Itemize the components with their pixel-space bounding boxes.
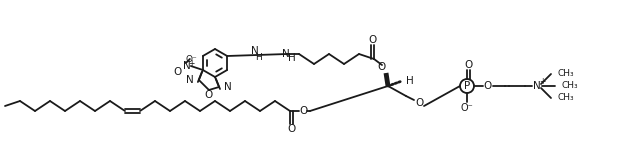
Text: CH₃: CH₃ <box>558 93 574 103</box>
Text: O: O <box>205 90 213 100</box>
Text: O: O <box>378 62 386 72</box>
Text: N: N <box>282 49 290 59</box>
Text: O⁻: O⁻ <box>185 55 197 63</box>
Text: O: O <box>299 106 307 116</box>
Text: O: O <box>464 60 473 70</box>
Text: N: N <box>186 75 194 85</box>
Text: H: H <box>254 52 261 61</box>
Text: H: H <box>288 53 296 63</box>
Text: P: P <box>464 81 470 91</box>
Text: N: N <box>533 81 541 91</box>
Text: N: N <box>251 46 259 56</box>
Text: +: + <box>189 60 195 69</box>
Text: CH₃: CH₃ <box>558 70 574 79</box>
Text: CH₃: CH₃ <box>562 81 579 91</box>
Text: N: N <box>183 61 191 71</box>
Text: +: + <box>539 78 545 86</box>
Text: H: H <box>406 76 414 86</box>
Text: O⁻: O⁻ <box>460 103 473 113</box>
Text: O: O <box>415 98 423 108</box>
Text: O: O <box>484 81 492 91</box>
Text: O: O <box>287 124 296 134</box>
Text: O: O <box>174 67 182 77</box>
Text: N: N <box>224 82 232 92</box>
Text: O: O <box>368 35 377 45</box>
